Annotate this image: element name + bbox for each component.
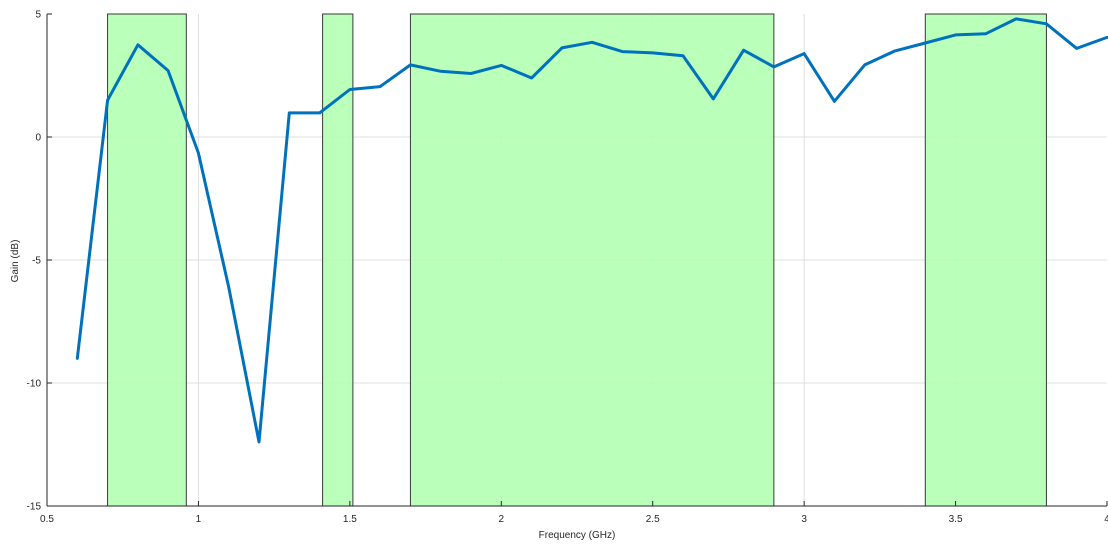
x-axis-label: Frequency (GHz) (539, 530, 616, 541)
series-line (75, 17, 1108, 444)
y-tick-labels: -15 -10 -5 0 5 (27, 10, 42, 513)
highlight-band (924, 13, 1047, 507)
series-group (75, 17, 1108, 444)
y-tick-label: 5 (35, 10, 41, 21)
x-tick-label: 0.5 (40, 514, 54, 525)
x-tick-label: 1.5 (343, 514, 357, 525)
axes (46, 13, 1108, 507)
highlight-band (322, 13, 354, 507)
y-tick-label: -15 (27, 502, 42, 513)
x-tick-label: 3 (801, 514, 807, 525)
x-tick-label: 3.5 (949, 514, 963, 525)
highlight-band (107, 13, 187, 507)
x-tick-label: 4 (1104, 514, 1108, 525)
y-tick-label: 0 (35, 133, 41, 144)
x-tick-label: 1 (196, 514, 202, 525)
x-tick-labels: 0.5 1 1.5 2 2.5 3 3.5 4 (40, 514, 1108, 525)
highlight-band (409, 13, 775, 507)
x-tick-label: 2 (499, 514, 505, 525)
y-tick-label: -5 (32, 256, 41, 267)
y-tick-label: -10 (27, 379, 42, 390)
x-tick-label: 2.5 (646, 514, 660, 525)
y-axis-label: Gain (dB) (10, 240, 21, 283)
highlight-bands (107, 13, 1047, 507)
